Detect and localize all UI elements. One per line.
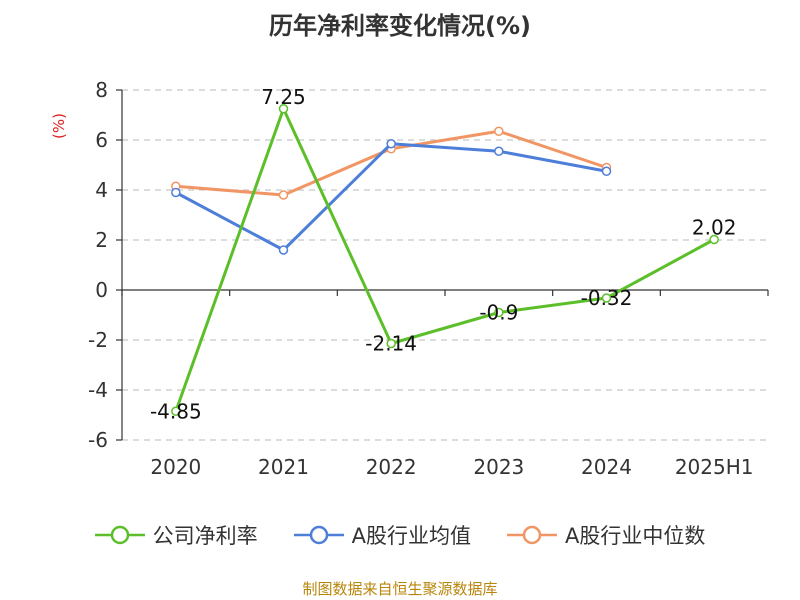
series-line	[174, 107, 715, 412]
y-tick-label: -2	[88, 328, 108, 352]
legend-marker-icon	[507, 525, 557, 545]
data-point	[386, 139, 396, 149]
y-tick-label: 0	[95, 278, 108, 302]
x-tick-label: 2024	[581, 455, 632, 479]
x-tick-label: 2022	[366, 455, 417, 479]
y-tick-label: 6	[95, 128, 108, 152]
data-point	[601, 293, 612, 303]
grid-layer	[122, 89, 768, 441]
data-point	[601, 166, 612, 176]
data-point	[171, 406, 181, 416]
data-label: -2.14	[365, 332, 417, 356]
y-tick-label: 4	[95, 178, 108, 202]
data-point	[171, 187, 181, 198]
legend-label: A股行业均值	[351, 524, 471, 548]
legend: 公司净利率 A股行业均值 A股行业中位数	[0, 520, 800, 550]
y-tick-label: 2	[95, 228, 108, 252]
x-tick-label: 2023	[473, 455, 524, 479]
y-tick-label: -4	[88, 378, 108, 402]
data-point	[278, 104, 289, 114]
series-layer	[171, 104, 719, 416]
y-axis-label: (%)	[50, 113, 68, 139]
data-label: -4.85	[150, 399, 202, 423]
data-label: 2.02	[692, 216, 737, 240]
y-tick-label: -6	[88, 428, 108, 452]
data-label-layer: -4.85 7.25 -2.14 -0.9 -0.32 2.02	[150, 85, 736, 424]
data-label: -0.32	[581, 286, 633, 310]
legend-label: 公司净利率	[152, 524, 258, 548]
x-tick-label: 2025H1	[675, 455, 754, 479]
data-label: -0.9	[479, 301, 518, 325]
data-point	[709, 234, 719, 245]
axis-layer: -6 -4 -2 0 2 4 6 8 2020 2021 2022 2023 2024 2025H1 (%)	[50, 78, 769, 479]
legend-item-net-margin[interactable]: 公司净利率	[94, 520, 258, 550]
legend-marker-icon	[94, 525, 145, 545]
data-point	[278, 245, 289, 255]
y-tick-label: 8	[95, 78, 108, 102]
legend-item-industry-median[interactable]: A股行业中位数	[507, 520, 705, 550]
data-point	[494, 126, 504, 136]
legend-item-industry-mean[interactable]: A股行业均值	[293, 520, 471, 550]
data-point	[494, 307, 504, 318]
legend-label: A股行业中位数	[565, 524, 706, 548]
data-label: 7.25	[261, 85, 306, 109]
source-note: 制图数据来自恒生聚源数据库	[302, 580, 498, 598]
data-point	[278, 190, 289, 200]
data-point	[494, 146, 504, 156]
legend-marker-icon	[293, 525, 344, 545]
x-tick-label: 2020	[150, 455, 201, 479]
chart-title: 历年净利率变化情况(%)	[269, 12, 531, 40]
data-point	[386, 338, 396, 349]
x-tick-label: 2021	[258, 455, 309, 479]
